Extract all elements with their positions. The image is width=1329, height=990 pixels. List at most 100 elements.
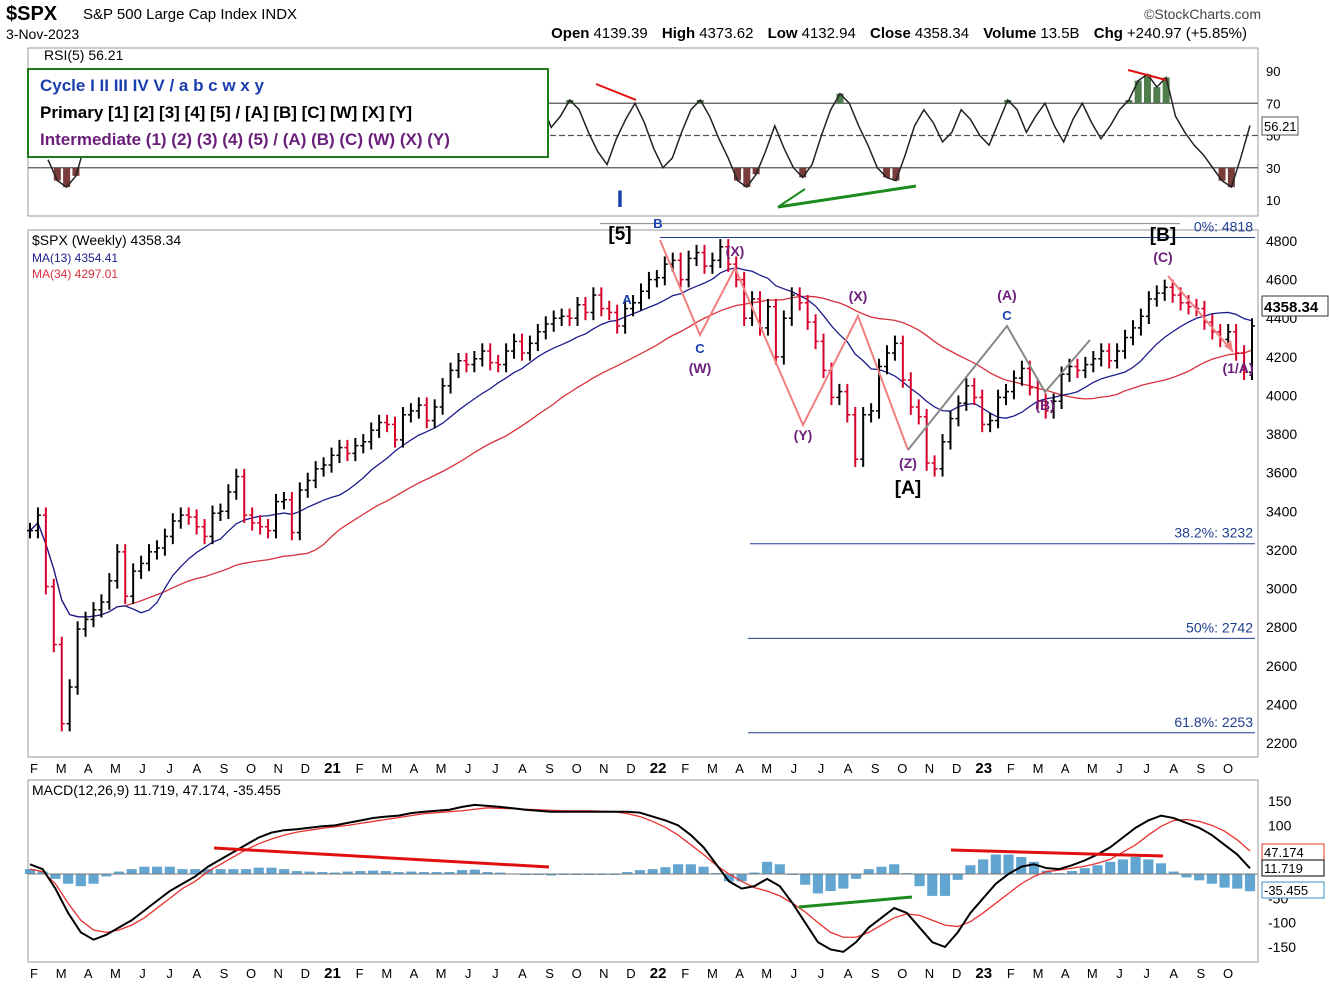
macd-histogram-bar [37,871,48,874]
price-bar [352,437,359,462]
x-label-macd: M [761,966,772,981]
x-label-price: J [465,761,472,776]
macd-tick-label: -150 [1268,939,1296,955]
x-label-macd: O [572,966,582,981]
fib-label: 0%: 4818 [1194,219,1253,235]
price-bar [304,472,311,498]
x-label-macd: D [952,966,961,981]
macd-histogram-bar [75,874,86,887]
x-label-macd: N [599,966,608,981]
x-label-macd: M [56,966,67,981]
macd-histogram-bar [1003,854,1014,874]
macd-histogram-bar [800,874,811,885]
macd-histogram-bar [88,874,99,884]
price-bar [82,611,89,637]
x-label-macd: M [1087,966,1098,981]
price-bar [852,407,859,467]
price-bar [1153,285,1160,307]
x-label-macd: A [192,966,201,981]
macd-histogram-bar [723,874,735,882]
panel-frames [27,47,1259,963]
price-bar [495,354,502,373]
price-bar [820,333,827,379]
x-label-price: A [410,761,419,776]
price-bar [979,389,986,433]
price-bar [923,408,930,471]
x-label-macd: A [1061,966,1070,981]
close-value: 4358.34 [914,25,970,42]
price-bar [582,296,589,321]
macd-histogram-bar [101,874,112,877]
x-label-macd: A [844,966,853,981]
price-bar [772,298,779,365]
macd-histogram-bar [240,869,252,874]
x-label-macd: A [735,966,744,981]
x-label-macd: A [518,966,527,981]
x-label-macd: O [246,966,256,981]
macd-histogram-bar [698,866,709,874]
chg-label: Chg [1093,25,1123,42]
price-bar [955,395,962,427]
x-label-macd: M [1033,966,1044,981]
price-bar [1082,356,1089,379]
rsi-oversold-fill [53,167,1235,188]
macd-histogram-bar [876,866,887,874]
rsi-value-box [1261,116,1299,136]
price-bar [622,300,629,334]
price-bar [1106,343,1113,369]
x-label-price: M [1087,761,1098,776]
price-bar [447,362,454,394]
macd-histogram-bar [393,872,404,874]
price-tick-label: 2600 [1266,658,1297,674]
macd-histogram-bar [152,866,163,874]
price-bar [161,528,168,556]
price-bar [1241,345,1248,381]
x-label-price: F [681,761,689,776]
price-bar [899,335,906,388]
macd-histogram-bar [647,869,658,874]
price-bar [661,256,668,286]
x-label-price: A [735,761,744,776]
macd-histogram-bar [825,874,836,892]
x-label-macd: M [381,966,392,981]
macd-histogram-bar [495,872,506,874]
x-label-macd: A [1169,966,1178,981]
macd-histogram-bar [431,872,442,874]
price-bar [463,352,470,373]
wave-label: (A) [997,287,1016,303]
price-bar [780,310,787,365]
macd-histogram-bar [1143,859,1154,874]
wave-label: C [1002,308,1012,323]
x-label-macd: F [356,966,364,981]
price-bar [177,507,184,529]
price-bar [812,314,819,350]
macd-histogram-bar [952,874,963,880]
rsi-tick-label: 10 [1266,193,1280,208]
x-label-macd: S [545,966,554,981]
x-label-price: O [246,761,256,776]
price-bar [511,333,518,359]
macd-histogram-bar [1105,861,1116,874]
price-legend-spx: $SPX (Weekly) 4358.34 [32,232,181,248]
price-bar [606,300,613,321]
close-label: Close [870,25,911,42]
macd-histogram-bar [1092,865,1103,874]
price-bar [130,563,137,604]
x-label-price: A [1169,761,1178,776]
rsi-divergence-green-tick [777,188,806,208]
price-bar [431,399,438,429]
price-bar [518,333,525,361]
x-label-price: J [492,761,499,776]
x-label-price: J [1116,761,1123,776]
x-label-price: M [761,761,772,776]
price-bar [542,316,549,340]
price-bar [257,515,264,535]
x-label-price: N [599,761,608,776]
price-bar [971,378,978,406]
x-label-macd: S [220,966,229,981]
x-label-price: D [626,761,635,776]
price-bar [995,389,1002,429]
macd-histogram-bar [634,870,646,874]
